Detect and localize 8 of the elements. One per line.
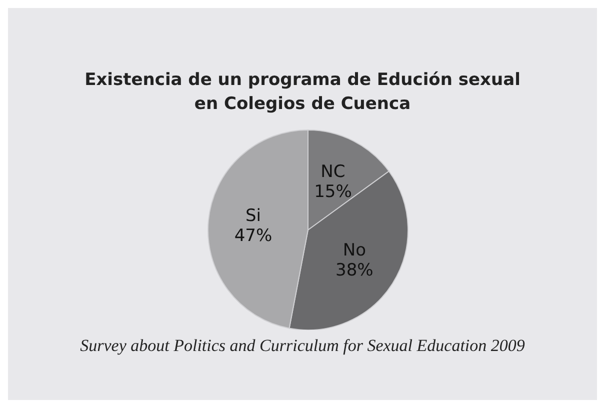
data-label: 38% xyxy=(335,260,373,280)
slice-label: NC xyxy=(320,162,345,182)
slice-label: No xyxy=(342,240,366,260)
data-label: 15% xyxy=(314,182,352,202)
data-label: 47% xyxy=(234,226,272,246)
chart-title: Existencia de un programa de Edución sexual en Colegios de Cuenca xyxy=(84,69,522,116)
slice-label: Si xyxy=(244,206,260,226)
text: Survey about Politics and Curriculum for Sexual Education 2009 xyxy=(79,336,526,356)
